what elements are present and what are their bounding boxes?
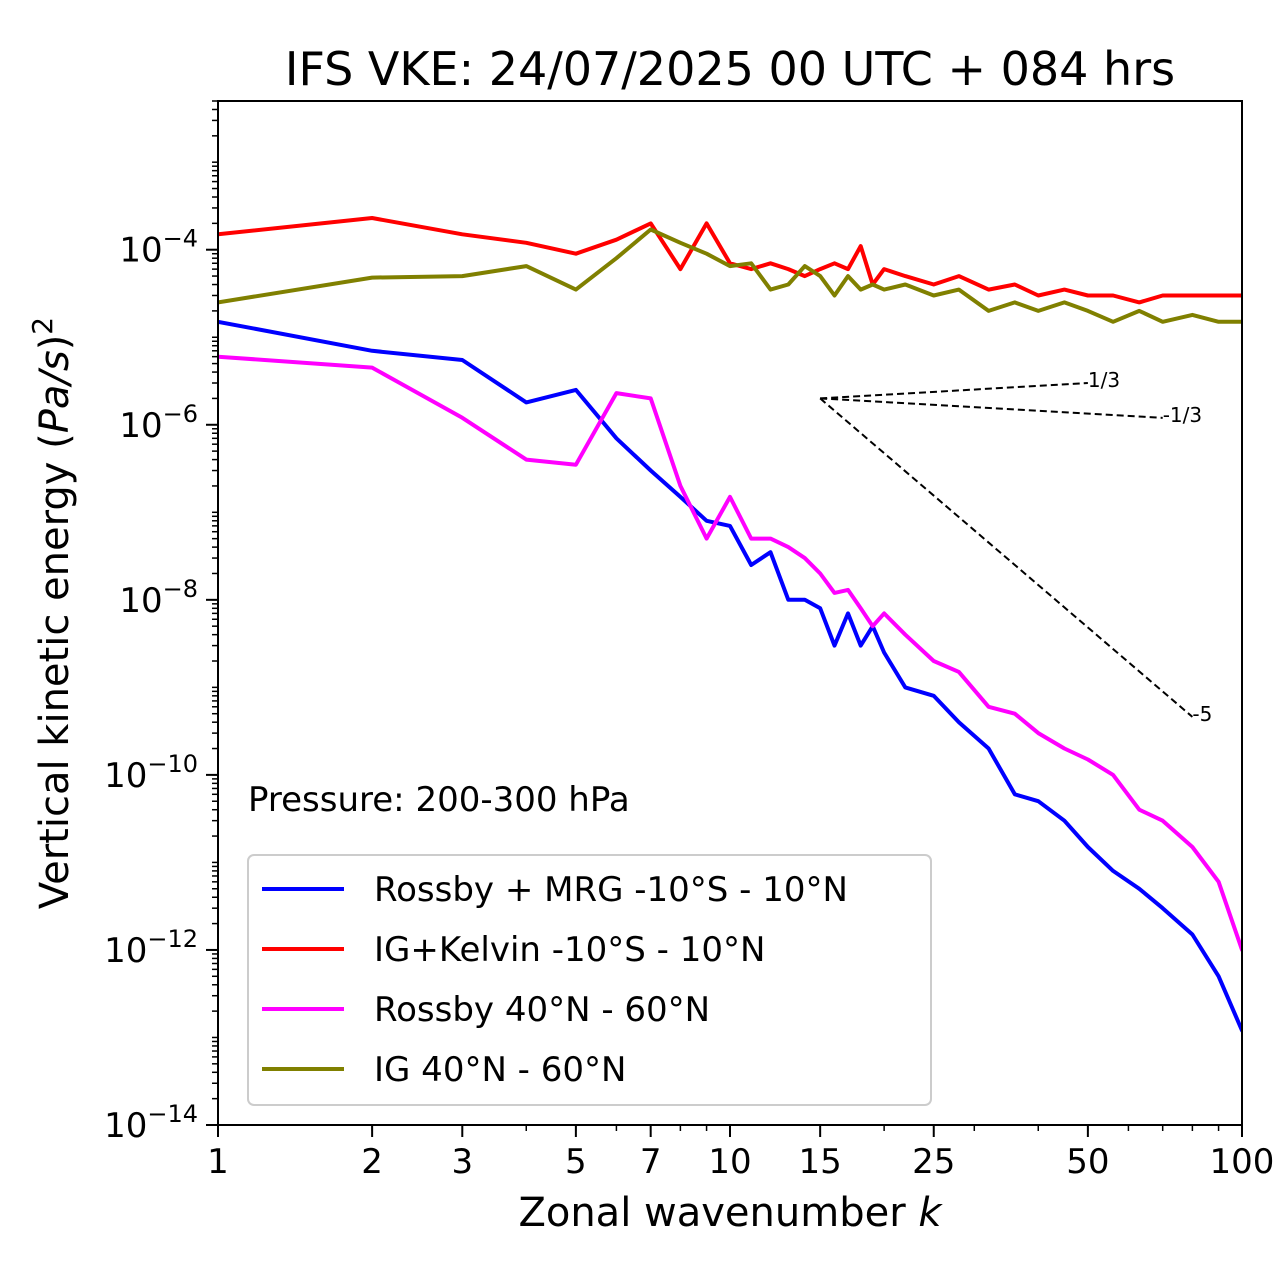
reference-line-2 xyxy=(820,397,1163,419)
series-line-2 xyxy=(218,216,1242,305)
y-axis-ticks: 10−4 10−6 10−8 10−10 10−12 10−14 xyxy=(104,100,218,1146)
series-group xyxy=(218,216,1242,1033)
reference-slope-lines: 1/3 -1/3 -5 xyxy=(819,368,1212,726)
reference-label-2: -1/3 xyxy=(1163,403,1202,427)
series-line-3 xyxy=(218,354,1242,952)
x-tick-label: 7 xyxy=(640,1142,662,1182)
y-tick-label: 10−10 xyxy=(104,750,198,796)
series-line-4 xyxy=(218,227,1242,324)
reference-label-3: -5 xyxy=(1192,702,1212,726)
x-tick-label: 25 xyxy=(912,1142,955,1182)
legend-items: Rossby + MRG -10°S - 10°N IG+Kelvin -10°S… xyxy=(262,870,848,1090)
x-tick-label: 2 xyxy=(361,1142,383,1182)
x-tick-label: 3 xyxy=(451,1142,473,1182)
y-tick-label: 10−4 xyxy=(119,225,198,271)
x-tick-label: 50 xyxy=(1066,1142,1109,1182)
x-tick-label: 1 xyxy=(207,1142,229,1182)
x-tick-label: 5 xyxy=(565,1142,587,1182)
x-tick-label: 100 xyxy=(1210,1142,1275,1182)
x-axis-label: Zonal wavenumber k xyxy=(518,1190,943,1236)
y-tick-label: 10−14 xyxy=(104,1100,198,1146)
legend-label-1: Rossby + MRG -10°S - 10°N xyxy=(374,870,848,910)
y-tick-label: 10−6 xyxy=(119,400,198,446)
legend-box xyxy=(247,854,932,1106)
reference-line-3 xyxy=(819,397,1194,718)
series-line-1 xyxy=(218,319,1242,1033)
pressure-annotation: Pressure: 200-300 hPa xyxy=(248,780,630,820)
y-tick-label: 10−8 xyxy=(119,575,198,621)
legend-label-3: Rossby 40°N - 60°N xyxy=(374,990,710,1030)
reference-label-1: 1/3 xyxy=(1088,368,1120,392)
y-axis-label: Vertical kinetic energy (Pa/s)2 xyxy=(26,317,78,909)
plot-content xyxy=(218,216,1242,1033)
legend-label-2: IG+Kelvin -10°S - 10°N xyxy=(374,930,765,970)
x-tick-label: 10 xyxy=(708,1142,751,1182)
chart-title: IFS VKE: 24/07/2025 00 UTC + 084 hrs xyxy=(285,42,1175,96)
reference-line-1 xyxy=(820,382,1088,400)
legend-label-4: IG 40°N - 60°N xyxy=(374,1050,626,1090)
x-tick-label: 15 xyxy=(799,1142,842,1182)
y-tick-label: 10−12 xyxy=(104,925,198,971)
x-axis-ticks: 1 2 3 5 7 10 15 25 50 100 xyxy=(207,1125,1274,1182)
legend: Rossby + MRG -10°S - 10°N IG+Kelvin -10°S… xyxy=(247,854,932,1106)
